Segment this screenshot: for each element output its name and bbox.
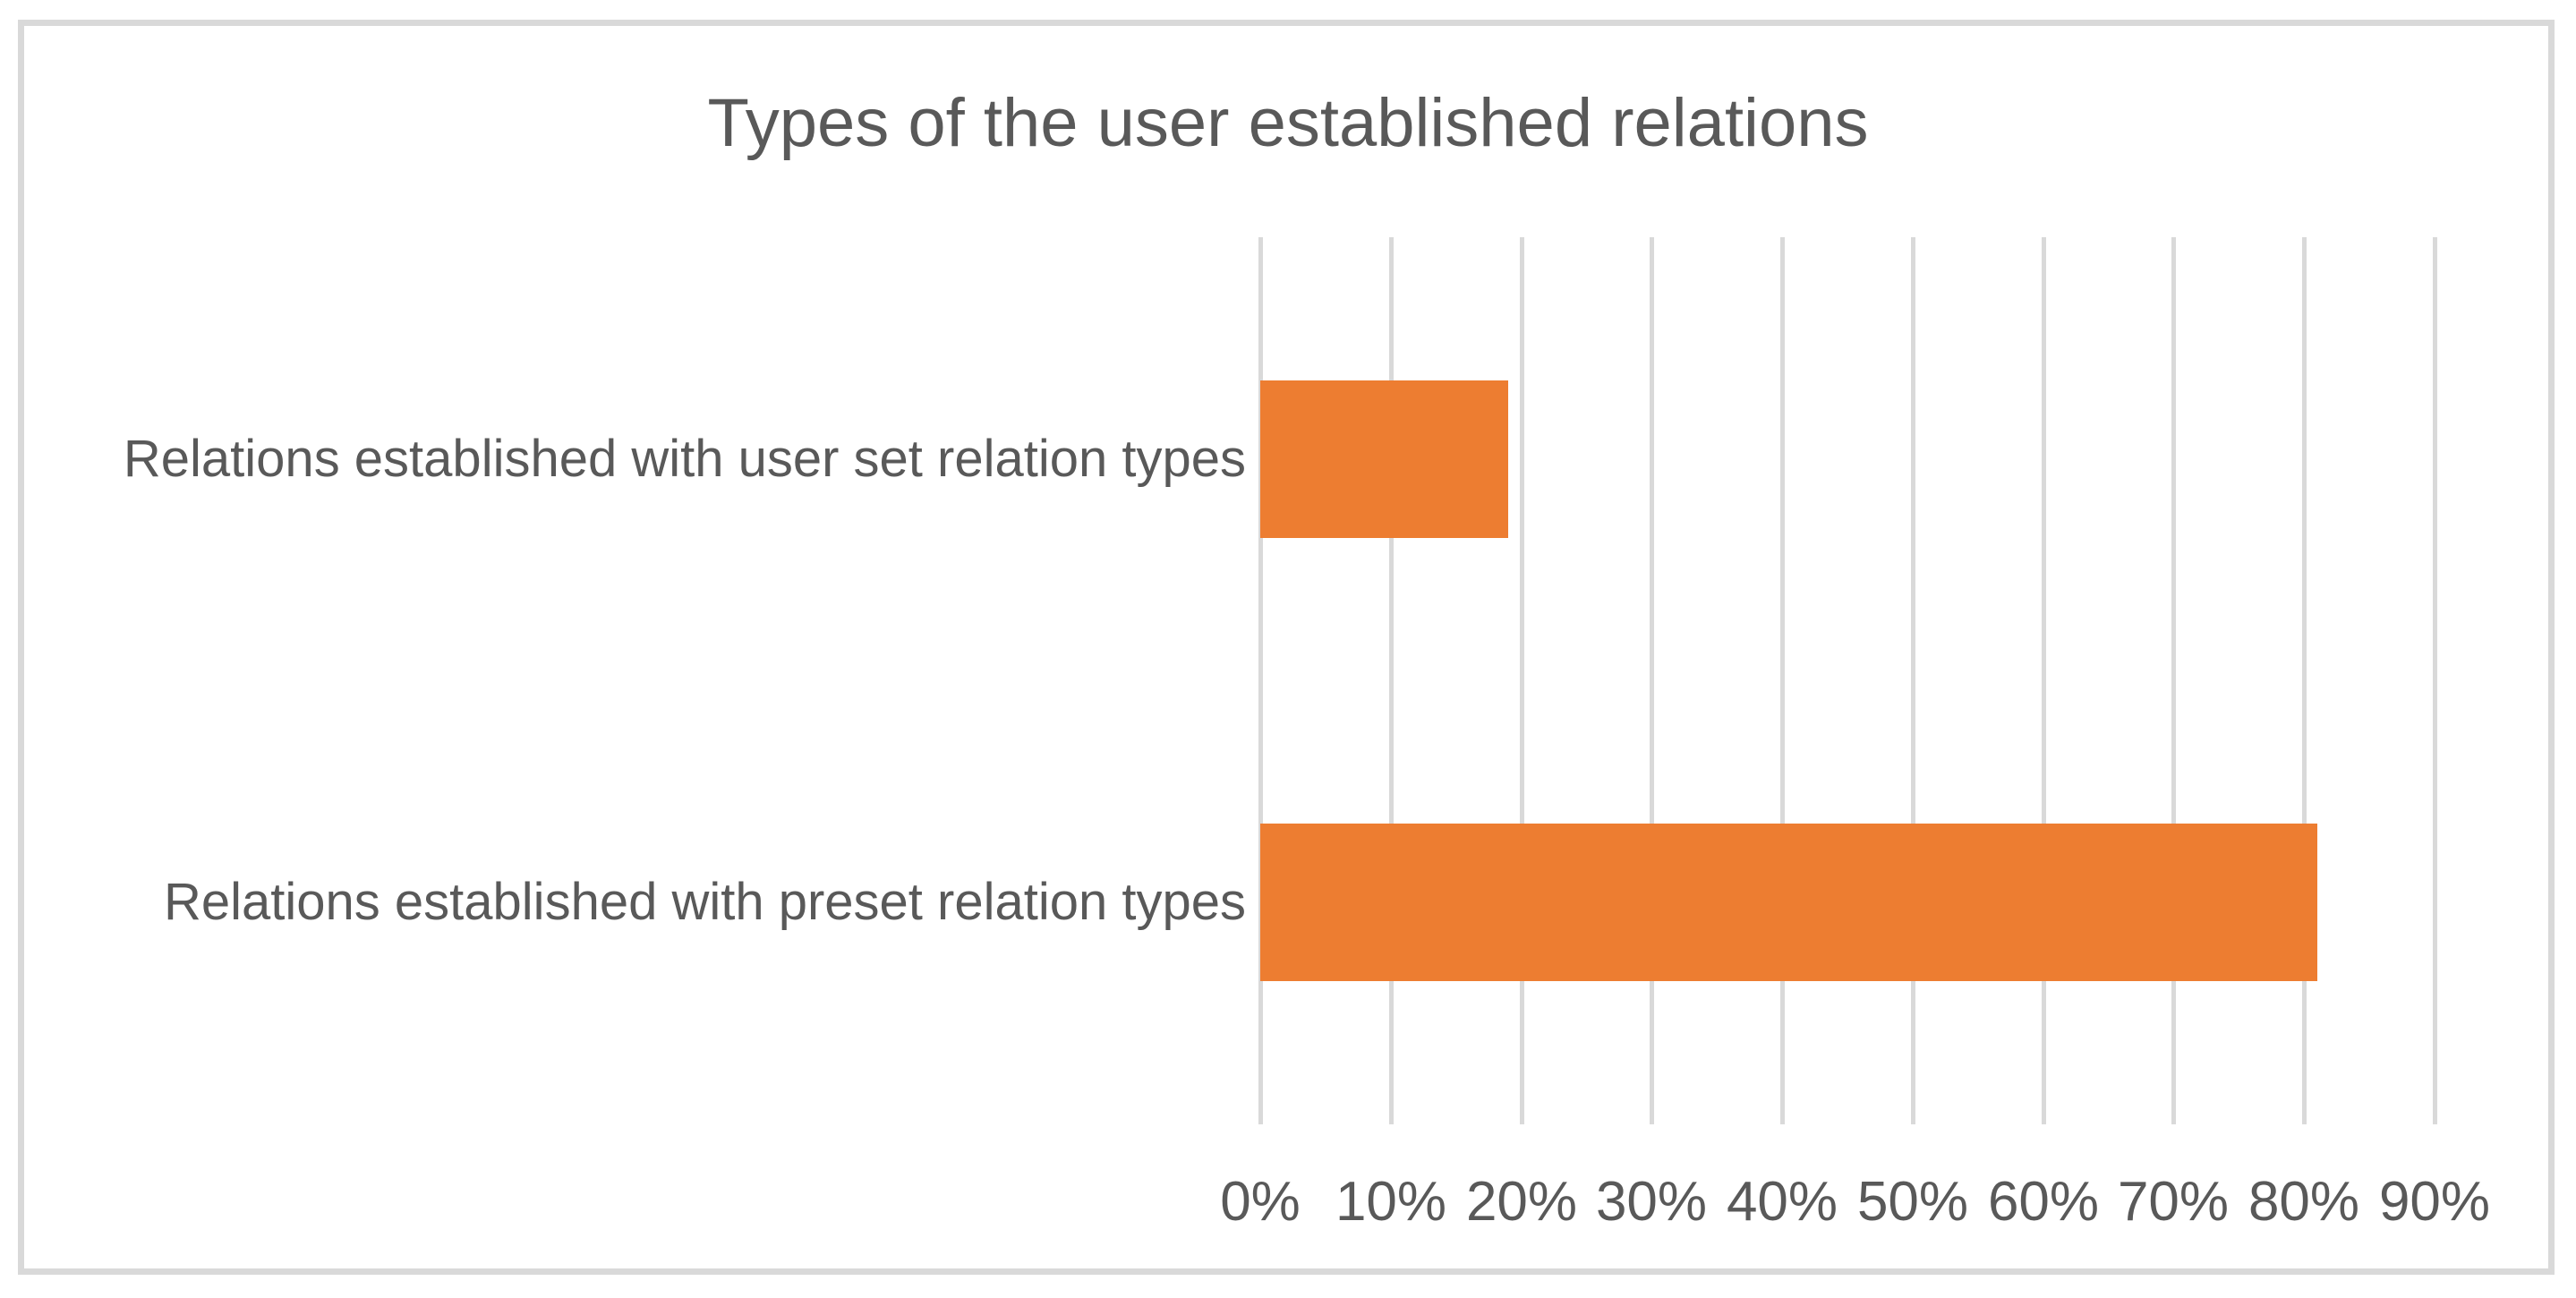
tick-label: 70% bbox=[2117, 1171, 2230, 1233]
gridline bbox=[2433, 237, 2437, 1124]
gridline bbox=[1389, 237, 1394, 1124]
bar-2 bbox=[1260, 824, 2317, 981]
category-label: Relations established with preset relati… bbox=[164, 873, 1246, 931]
gridline bbox=[2171, 237, 2176, 1124]
category-label: Relations established with user set rela… bbox=[123, 430, 1246, 488]
gridline bbox=[1258, 237, 1263, 1124]
gridline bbox=[2302, 237, 2307, 1124]
tick-label: 40% bbox=[1726, 1171, 1838, 1233]
tick-label: 80% bbox=[2248, 1171, 2360, 1233]
gridline bbox=[2042, 237, 2046, 1124]
tick-label: 0% bbox=[1220, 1171, 1301, 1233]
plot-area bbox=[1258, 237, 2437, 1124]
gridline bbox=[1780, 237, 1785, 1124]
gridline bbox=[1520, 237, 1524, 1124]
tick-label: 10% bbox=[1335, 1171, 1447, 1233]
bar-1 bbox=[1260, 380, 1508, 538]
tick-label: 30% bbox=[1595, 1171, 1708, 1233]
tick-label: 90% bbox=[2378, 1171, 2491, 1233]
tick-label: 50% bbox=[1856, 1171, 1969, 1233]
tick-label: 20% bbox=[1465, 1171, 1578, 1233]
chart-title: Types of the user established relations bbox=[707, 85, 1869, 161]
gridline bbox=[1911, 237, 1915, 1124]
gridline bbox=[1650, 237, 1654, 1124]
tick-label: 60% bbox=[1987, 1171, 2100, 1233]
